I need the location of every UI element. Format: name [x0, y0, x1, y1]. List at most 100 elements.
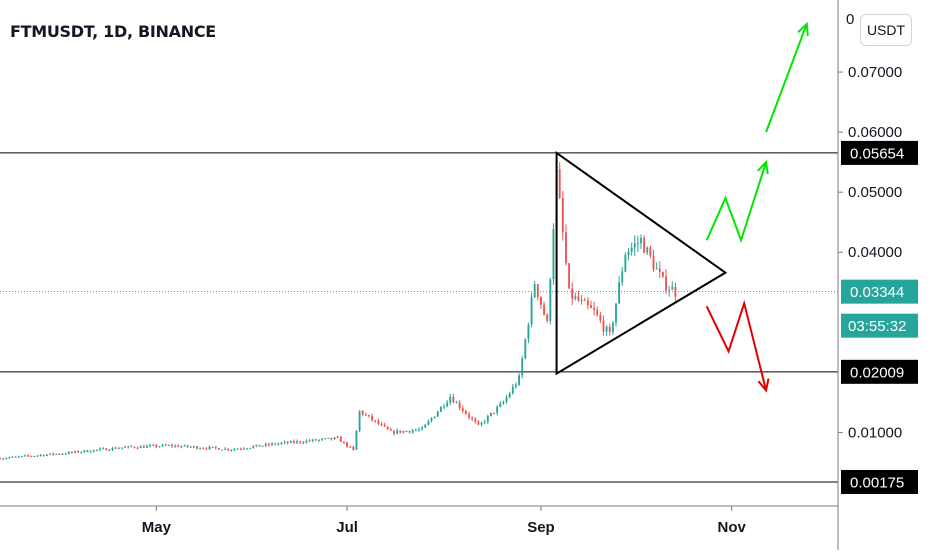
candle-down: [568, 263, 571, 289]
price-tick-label: 0.07000: [848, 64, 902, 81]
candle-up: [480, 422, 483, 425]
candle-up: [149, 445, 152, 447]
candle-down: [349, 446, 352, 448]
candle-up: [264, 443, 267, 446]
candle-down: [558, 169, 561, 198]
candle-up: [224, 448, 227, 450]
candle-down: [561, 197, 564, 233]
price-tick-label-top: 0: [846, 11, 854, 28]
candle-up: [336, 436, 339, 438]
candle-up: [221, 449, 223, 451]
candle-up: [489, 412, 492, 416]
bullish-arrow-extended: [765, 23, 808, 133]
candle-up: [524, 339, 527, 359]
level-price-badge-bg: [841, 469, 918, 494]
candle-up: [208, 446, 211, 449]
candle-up: [261, 445, 264, 447]
candle-up: [496, 406, 499, 413]
candle-up: [189, 446, 192, 448]
candle-up: [64, 453, 67, 455]
candle-up: [39, 455, 42, 457]
candle-up: [99, 448, 101, 450]
candle-up: [246, 448, 248, 450]
candle-down: [286, 441, 289, 443]
candle-up: [433, 416, 436, 419]
candle-down: [468, 413, 470, 418]
level-price-badge-label: 0.05654: [850, 145, 904, 162]
time-tick-label: Sep: [527, 519, 555, 536]
candle-up: [255, 444, 258, 447]
candle-down: [211, 446, 214, 448]
candle-down: [299, 441, 302, 443]
candle-down: [546, 314, 549, 321]
candle-down: [361, 410, 364, 415]
candle-down: [458, 402, 461, 409]
candle-down: [658, 268, 661, 273]
candle-down: [374, 420, 377, 422]
candle-up: [455, 402, 458, 404]
bullish-arrow: [705, 161, 768, 244]
candle-up: [83, 450, 86, 452]
candle-down: [314, 439, 317, 441]
candle-up: [61, 453, 64, 455]
candle-up: [518, 375, 520, 385]
candle-down: [214, 446, 217, 449]
candle-up: [152, 444, 155, 446]
candle-up: [277, 443, 280, 445]
candle-down: [27, 455, 30, 457]
level-price-badge-bg: [841, 359, 918, 384]
candle-down: [58, 453, 61, 455]
candle-up: [89, 451, 92, 453]
candle-up: [646, 247, 649, 253]
candle-up: [627, 251, 630, 255]
candle-up: [271, 443, 273, 445]
candle-down: [399, 430, 402, 433]
candle-up: [508, 393, 511, 398]
candle-down: [649, 247, 652, 256]
candle-up: [671, 286, 674, 290]
candle-down: [171, 445, 173, 447]
currency-button[interactable]: USDT: [860, 14, 912, 46]
candle-down: [86, 450, 89, 452]
last-price-badge-bg: [841, 279, 918, 304]
candle-up: [283, 441, 286, 443]
candle-down: [239, 448, 242, 450]
candle-down: [196, 446, 198, 449]
candle-down: [383, 424, 386, 427]
candle-up: [405, 430, 408, 432]
candle-up: [414, 429, 417, 431]
level-price-badge-bg: [841, 140, 918, 165]
candle-down: [540, 296, 542, 305]
candle-down: [136, 447, 139, 449]
candle-down: [608, 326, 611, 333]
candle-down: [142, 446, 145, 448]
time-tick-label: Jul: [336, 519, 358, 536]
candle-down: [665, 276, 667, 291]
candle-up: [49, 453, 51, 455]
candle-up: [511, 386, 514, 394]
candle-up: [527, 324, 530, 340]
candle-down: [202, 448, 205, 450]
candle-down: [155, 444, 158, 447]
candle-down: [77, 451, 80, 453]
candle-down: [408, 430, 411, 433]
candle-up: [580, 299, 583, 301]
candle-up: [146, 445, 148, 448]
candle-down: [674, 286, 677, 297]
candle-up: [124, 446, 127, 448]
candle-down: [536, 284, 539, 297]
candle-down: [364, 414, 367, 416]
candle-up: [449, 396, 452, 403]
time-tick-label: May: [142, 519, 172, 536]
candle-down: [114, 447, 117, 449]
candle-up: [14, 456, 17, 458]
candle-down: [302, 442, 305, 444]
countdown-badge-bg: [841, 313, 918, 338]
candle-down: [258, 444, 261, 447]
candle-down: [346, 442, 349, 447]
candle-up: [499, 403, 502, 407]
candle-down: [393, 430, 395, 434]
candle-down: [267, 443, 270, 445]
